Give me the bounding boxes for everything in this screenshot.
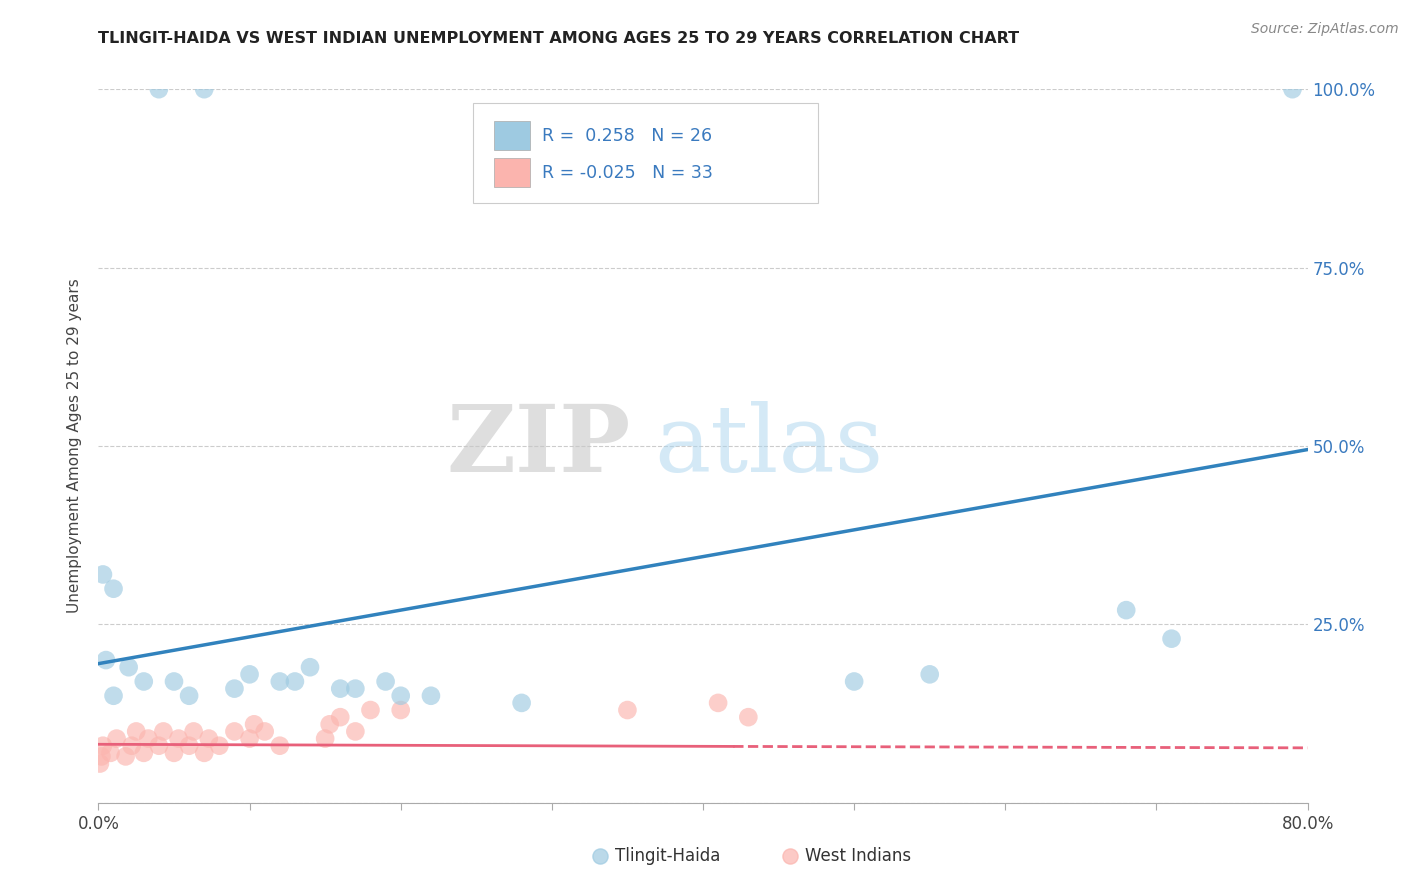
Point [118, 660, 141, 674]
Point [344, 724, 367, 739]
Point [208, 739, 231, 753]
Point [1160, 632, 1182, 646]
Point [179, 689, 201, 703]
Point [389, 689, 412, 703]
Text: West Indians: West Indians [804, 847, 911, 865]
Point [100, 746, 122, 760]
Point [299, 660, 322, 674]
Point [318, 717, 340, 731]
Point [224, 681, 246, 696]
Point [89, 756, 111, 771]
Point [253, 724, 276, 739]
Point [105, 731, 128, 746]
Point [121, 739, 143, 753]
Point [114, 749, 136, 764]
Point [344, 681, 367, 696]
Text: R =  0.258   N = 26: R = 0.258 N = 26 [543, 127, 713, 145]
Point [420, 689, 443, 703]
Point [737, 710, 759, 724]
Point [152, 724, 174, 739]
Point [269, 739, 291, 753]
Text: Source: ZipAtlas.com: Source: ZipAtlas.com [1251, 22, 1399, 37]
Point [136, 731, 159, 746]
Point [329, 710, 352, 724]
Point [284, 674, 307, 689]
Point [714, 849, 737, 863]
Point [374, 674, 396, 689]
Point [132, 674, 155, 689]
FancyBboxPatch shape [494, 159, 530, 187]
Y-axis label: Unemployment Among Ages 25 to 29 years: Unemployment Among Ages 25 to 29 years [67, 278, 83, 614]
Point [163, 674, 186, 689]
Text: R = -0.025   N = 33: R = -0.025 N = 33 [543, 164, 713, 182]
Point [224, 724, 246, 739]
Point [125, 724, 148, 739]
Point [269, 674, 291, 689]
Point [103, 582, 125, 596]
Point [103, 689, 125, 703]
Point [94, 653, 117, 667]
Point [243, 717, 266, 731]
Point [389, 703, 412, 717]
Point [239, 731, 262, 746]
Text: ZIP: ZIP [446, 401, 630, 491]
Point [314, 731, 336, 746]
Point [132, 746, 155, 760]
Point [510, 696, 533, 710]
Point [167, 731, 190, 746]
Point [1115, 603, 1137, 617]
FancyBboxPatch shape [474, 103, 818, 203]
Point [91, 567, 114, 582]
FancyBboxPatch shape [494, 121, 530, 150]
Point [707, 696, 730, 710]
Point [239, 667, 262, 681]
Point [90, 749, 112, 764]
Point [844, 674, 866, 689]
Point [148, 739, 170, 753]
Text: TLINGIT-HAIDA VS WEST INDIAN UNEMPLOYMENT AMONG AGES 25 TO 29 YEARS CORRELATION : TLINGIT-HAIDA VS WEST INDIAN UNEMPLOYMEN… [98, 31, 1019, 46]
Point [329, 681, 352, 696]
Text: atlas: atlas [655, 401, 884, 491]
Point [952, 849, 974, 863]
Point [193, 746, 215, 760]
Point [616, 703, 638, 717]
Point [179, 739, 201, 753]
Point [91, 739, 114, 753]
Text: Tlingit-Haida: Tlingit-Haida [614, 847, 720, 865]
Point [1281, 82, 1303, 96]
Point [183, 724, 205, 739]
Point [148, 82, 170, 96]
Point [163, 746, 186, 760]
Point [193, 82, 215, 96]
Point [918, 667, 941, 681]
Point [360, 703, 382, 717]
Point [197, 731, 219, 746]
